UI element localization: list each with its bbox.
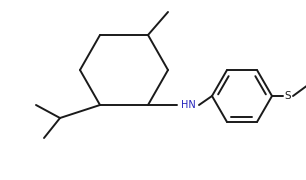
Text: S: S [285, 91, 291, 101]
Text: HN: HN [181, 100, 195, 110]
